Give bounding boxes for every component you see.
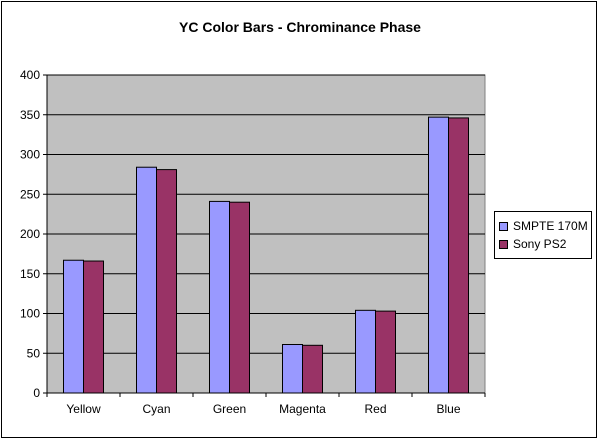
- legend-item-sony-ps2: Sony PS2: [499, 237, 566, 251]
- bar-smpte-170m-red: [355, 309, 376, 394]
- bar-smpte-170m-blue: [428, 116, 449, 394]
- legend-swatch: [499, 221, 508, 231]
- bar-smpte-170m-cyan: [136, 166, 157, 394]
- y-tick-label: 50: [27, 346, 41, 360]
- x-tick-label: Green: [213, 402, 246, 416]
- legend-swatch: [499, 239, 508, 249]
- y-tick-label: 250: [20, 187, 40, 201]
- legend-label: SMPTE 170M: [513, 219, 588, 233]
- bar-sony-ps2-yellow: [83, 260, 104, 394]
- x-tick-label: Blue: [436, 402, 460, 416]
- bar-sony-ps2-blue: [448, 117, 469, 394]
- bar-sony-ps2-magenta: [302, 344, 323, 394]
- y-tick-label: 350: [20, 108, 40, 122]
- bar-sony-ps2-cyan: [156, 169, 177, 394]
- y-tick-label: 300: [20, 148, 40, 162]
- x-tick-label: Magenta: [279, 402, 326, 416]
- x-tick-label: Red: [364, 402, 386, 416]
- bar-sony-ps2-green: [229, 201, 250, 394]
- legend-label: Sony PS2: [513, 237, 567, 251]
- x-tick-label: Cyan: [142, 402, 170, 416]
- x-tick-label: Yellow: [66, 402, 101, 416]
- bar-smpte-170m-green: [209, 200, 230, 394]
- legend-item-smpte-170m: SMPTE 170M: [499, 219, 588, 233]
- y-tick-label: 400: [20, 68, 40, 82]
- bar-smpte-170m-yellow: [63, 259, 84, 394]
- bar-sony-ps2-red: [375, 310, 396, 394]
- legend: SMPTE 170M Sony PS2: [494, 211, 592, 259]
- y-tick-label: 150: [20, 267, 40, 281]
- chart-title: YC Color Bars - Chrominance Phase: [179, 19, 421, 35]
- y-tick-label: 100: [20, 307, 40, 321]
- bar-smpte-170m-magenta: [282, 344, 303, 394]
- y-tick-label: 0: [33, 386, 40, 400]
- y-tick-label: 200: [20, 227, 40, 241]
